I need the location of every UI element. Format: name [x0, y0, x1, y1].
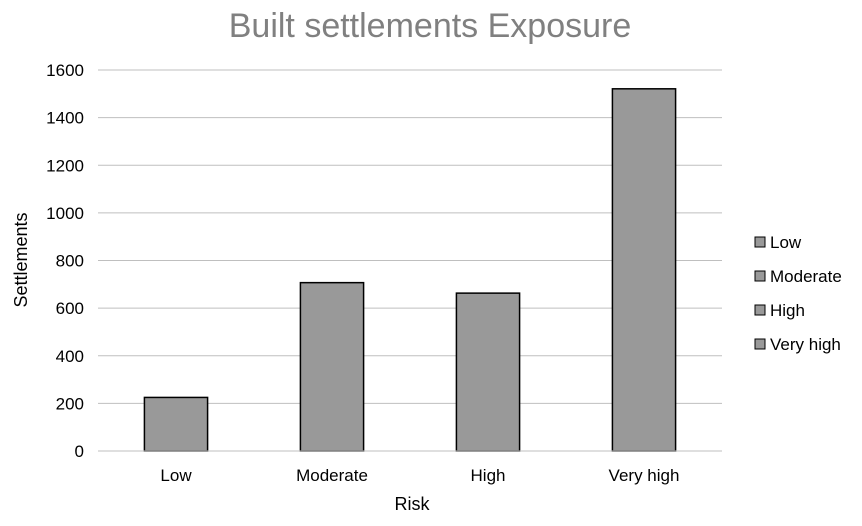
bar-very-high	[611, 88, 677, 452]
bars	[143, 88, 677, 452]
chart-title: Built settlements Exposure	[229, 7, 632, 45]
y-tick-label: 400	[56, 347, 84, 366]
bar-low	[143, 396, 209, 452]
y-tick-label: 1000	[46, 204, 84, 223]
y-tick-label: 600	[56, 299, 84, 318]
x-axis-label: Risk	[395, 494, 431, 514]
legend-swatch	[754, 236, 766, 248]
y-tick-label: 200	[56, 394, 84, 413]
x-tick-label: High	[471, 466, 506, 485]
legend-swatch	[754, 270, 766, 282]
legend: Low Moderate High Very high	[754, 233, 842, 354]
legend-label: High	[770, 301, 805, 320]
x-tick-label: Very high	[609, 466, 680, 485]
gridlines	[98, 69, 722, 404]
bar-moderate	[299, 281, 365, 452]
x-tick-label: Moderate	[296, 466, 368, 485]
y-tick-label: 1200	[46, 156, 84, 175]
bar-high	[455, 292, 521, 452]
legend-swatch	[754, 338, 766, 350]
y-tick-label: 800	[56, 252, 84, 271]
x-axis-ticks: Low Moderate High Very high	[160, 466, 679, 485]
y-tick-label: 1600	[46, 61, 84, 80]
y-axis-label: Settlements	[11, 212, 31, 307]
x-tick-label: Low	[160, 466, 192, 485]
legend-label: Very high	[770, 335, 841, 354]
y-tick-label: 1400	[46, 109, 84, 128]
y-axis-ticks: 0 200 400 600 800 1000 1200 1400 1600	[46, 61, 84, 461]
legend-label: Low	[770, 233, 802, 252]
legend-label: Moderate	[770, 267, 842, 286]
y-tick-label: 0	[75, 442, 84, 461]
legend-swatch	[754, 304, 766, 316]
